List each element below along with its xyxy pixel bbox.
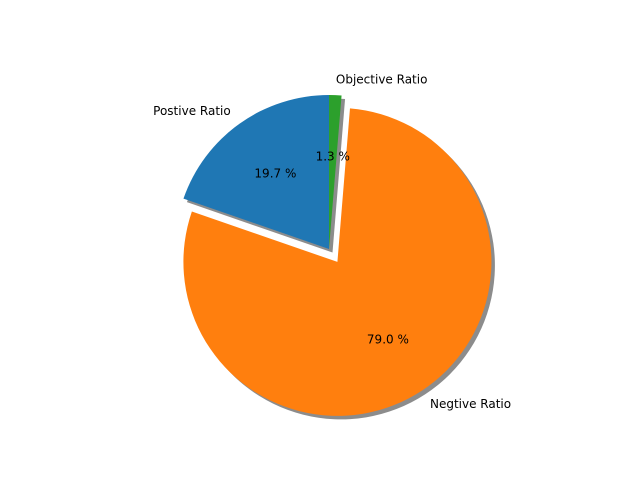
- pie-slice-negtive-ratio: [183, 108, 492, 416]
- pie-label-layer: Postive Ratio 19.7 % Negtive Ratio 79.0 % Ob…: [153, 73, 511, 411]
- pie-slice-postive-ratio: [183, 95, 329, 249]
- slice-label-negtive-ratio: Negtive Ratio: [430, 397, 511, 411]
- pie-wedge-layer: [183, 95, 492, 416]
- slice-label-postive-ratio: Postive Ratio: [153, 104, 231, 118]
- pie-slice-objective-ratio: [329, 95, 342, 249]
- slice-pct-negtive-ratio: 79.0 %: [367, 332, 409, 346]
- slice-pct-objective-ratio: 1.3 %: [316, 150, 350, 164]
- slice-label-objective-ratio: Objective Ratio: [336, 73, 428, 87]
- slice-pct-postive-ratio: 19.7 %: [254, 167, 296, 181]
